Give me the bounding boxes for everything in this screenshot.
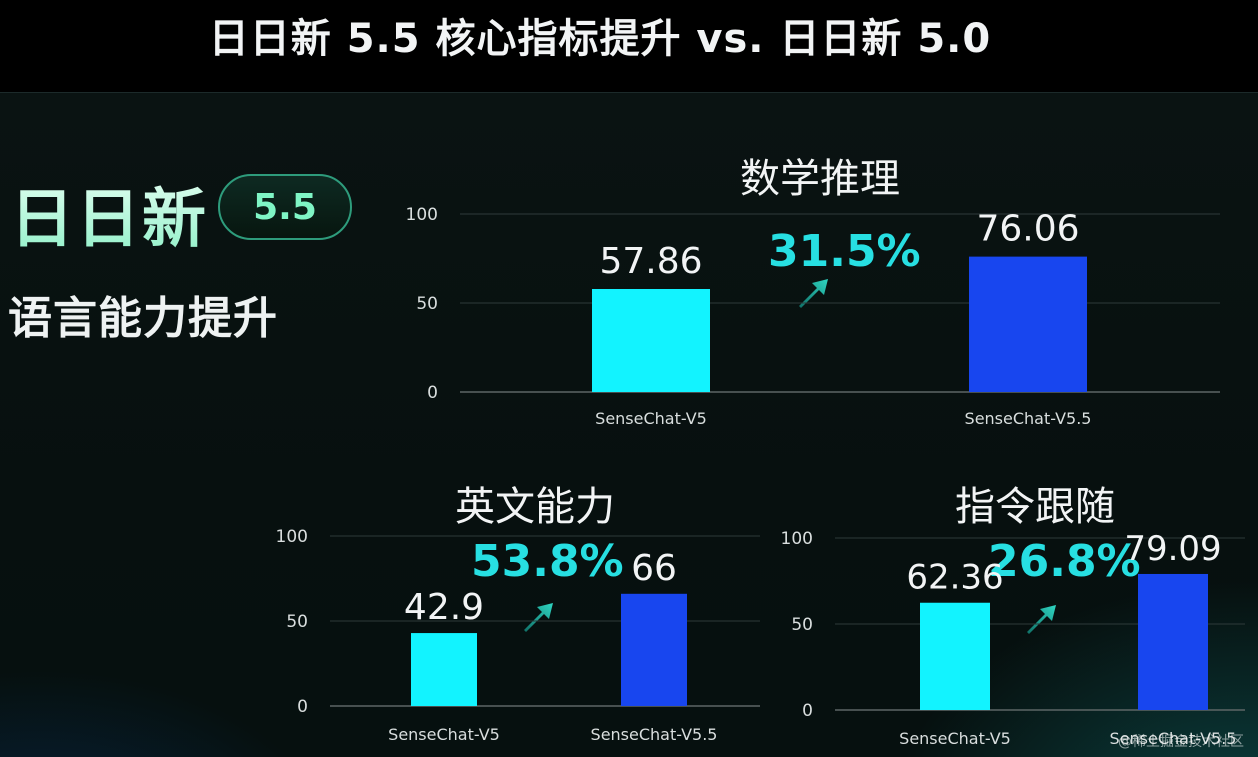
y-tick-label: 100 [406, 205, 438, 225]
category-label: SenseChat-V5.5 [965, 409, 1092, 428]
up-arrow-icon [799, 279, 828, 308]
header-band: 日日新 5.5 核心指标提升 vs. 日日新 5.0 [0, 0, 1258, 93]
subtitle: 语言能力提升 [8, 293, 278, 344]
up-arrow-icon [1027, 605, 1056, 634]
chart-title-math: 数学推理 [740, 156, 900, 202]
y-tick-label: 50 [791, 615, 813, 635]
data-label: 62.36 [906, 558, 1003, 598]
category-label: SenseChat-V5.5 [591, 725, 718, 744]
bar-chart-math: 100 50 0 57.86 SenseChat-V5 76.06 SenseChat-V5… [406, 205, 1220, 428]
chart-title-english: 英文能力 [455, 484, 615, 530]
data-label: 57.86 [599, 241, 702, 282]
bar-v55 [621, 593, 687, 706]
y-tick-label: 100 [276, 527, 308, 547]
increase-label-math: 31.5% [768, 226, 921, 277]
bar-v5 [411, 633, 477, 706]
bar-v5 [920, 602, 990, 710]
bar-chart-instruction: 100 50 0 62.36 SenseChat-V5 79.09 SenseChat-V5… [781, 529, 1245, 748]
increase-label-english: 53.8% [471, 536, 624, 587]
version-badge: 5.5 [218, 174, 352, 240]
data-label: 76.06 [976, 209, 1079, 250]
data-label: 42.9 [404, 587, 484, 628]
watermark: @稀土掘金技术社区 [1118, 734, 1244, 750]
page-title: 日日新 5.5 核心指标提升 vs. 日日新 5.0 [208, 16, 992, 62]
bar-v55 [1138, 573, 1208, 710]
data-label: 66 [631, 548, 677, 589]
brand-name: 日日新 [10, 168, 208, 260]
bar-v5 [592, 289, 710, 392]
y-tick-label: 50 [416, 294, 438, 314]
y-tick-label: 50 [286, 612, 308, 632]
y-tick-label: 100 [781, 529, 813, 549]
bar-v55 [969, 256, 1087, 392]
y-tick-label: 0 [427, 383, 438, 403]
data-label: 79.09 [1124, 529, 1221, 569]
category-label: SenseChat-V5 [899, 729, 1011, 748]
category-label: SenseChat-V5 [595, 409, 707, 428]
chart-title-instruction: 指令跟随 [955, 484, 1115, 530]
category-label: SenseChat-V5 [388, 725, 500, 744]
increase-label-instruction: 26.8% [988, 536, 1141, 587]
bar-chart-english: 100 50 0 42.9 SenseChat-V5 66 SenseChat-V5.5 [276, 527, 760, 744]
up-arrow-icon [524, 603, 553, 632]
y-tick-label: 0 [802, 701, 813, 721]
category-label: SenseChat-V5.5 [1110, 729, 1237, 748]
y-tick-label: 0 [297, 697, 308, 717]
